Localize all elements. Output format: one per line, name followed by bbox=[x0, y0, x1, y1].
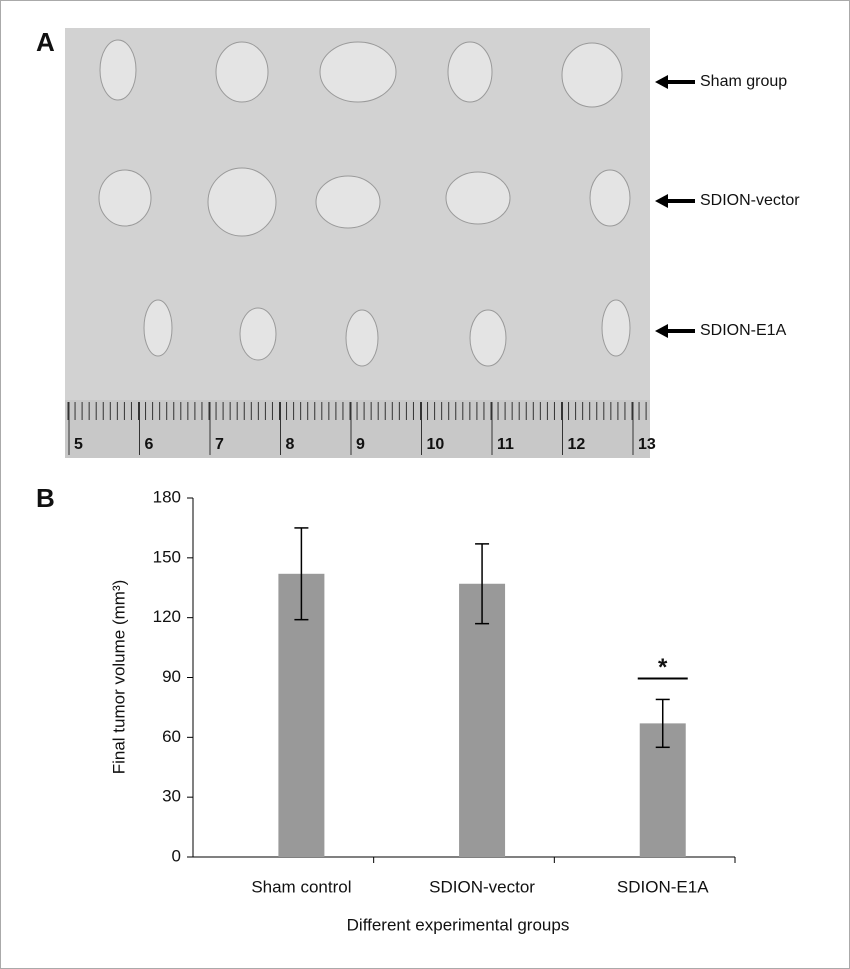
x-axis-label: Different experimental groups bbox=[347, 915, 570, 934]
y-tick-label: 150 bbox=[153, 547, 181, 566]
y-tick-label: 60 bbox=[162, 727, 181, 746]
ruler-label: 8 bbox=[286, 436, 295, 453]
ruler-label: 9 bbox=[356, 436, 365, 453]
y-axis-label: Final tumor volume (mm³) bbox=[109, 580, 128, 775]
bar bbox=[278, 573, 325, 857]
ruler-label: 5 bbox=[74, 436, 83, 453]
y-tick-label: 120 bbox=[153, 607, 181, 626]
arrow-head bbox=[655, 75, 668, 89]
y-tick-label: 180 bbox=[153, 487, 181, 506]
bar bbox=[459, 583, 506, 857]
tumor-photo bbox=[65, 28, 650, 458]
x-tick-label: SDION-E1A bbox=[617, 877, 709, 896]
panel-label: A bbox=[36, 27, 55, 57]
ruler-label: 11 bbox=[497, 436, 514, 453]
row-label: Sham group bbox=[700, 73, 787, 90]
arrow-head bbox=[655, 324, 668, 338]
y-tick-label: 0 bbox=[172, 846, 181, 865]
arrow-head bbox=[655, 194, 668, 208]
row-label: SDION-E1A bbox=[700, 322, 787, 339]
ruler-label: 6 bbox=[145, 436, 154, 453]
y-tick-label: 30 bbox=[162, 787, 181, 806]
significance-marker: * bbox=[658, 654, 668, 681]
ruler-label: 10 bbox=[427, 436, 445, 453]
ruler-label: 13 bbox=[638, 436, 656, 453]
y-tick-label: 90 bbox=[162, 667, 181, 686]
ruler-label: 7 bbox=[215, 436, 224, 453]
x-tick-label: SDION-vector bbox=[429, 877, 535, 896]
x-tick-label: Sham control bbox=[251, 877, 351, 896]
panel-label: B bbox=[36, 483, 55, 513]
row-label: SDION-vector bbox=[700, 192, 800, 209]
ruler-label: 12 bbox=[568, 436, 586, 453]
